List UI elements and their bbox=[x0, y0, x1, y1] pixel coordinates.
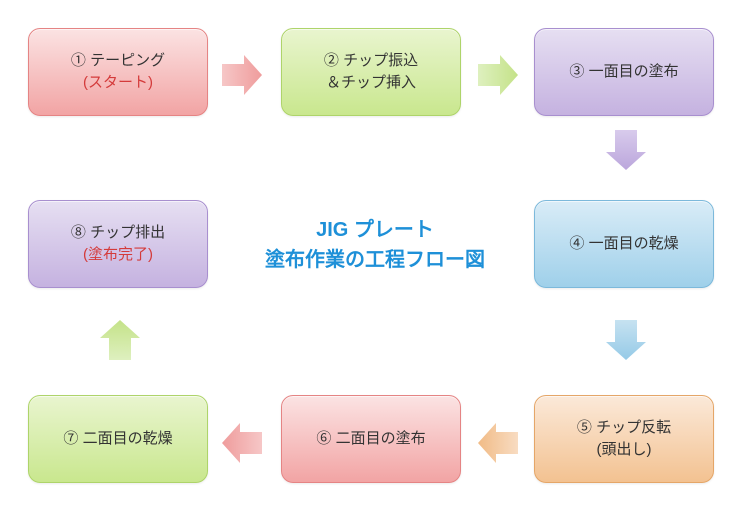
flow-node-n1: ① テーピング(スタート) bbox=[28, 28, 208, 116]
flow-node-n5-line1: ⑤ チップ反転 bbox=[577, 417, 671, 440]
flow-arrow-a3 bbox=[606, 130, 646, 170]
flow-node-n2-line2: ＆チップ挿入 bbox=[326, 72, 416, 95]
flow-arrow-a4 bbox=[606, 320, 646, 360]
diagram-title: JIG プレート塗布作業の工程フロー図 bbox=[230, 215, 520, 275]
flow-node-n4-line1: ④ 一面目の乾燥 bbox=[569, 233, 678, 256]
flow-node-n2: ② チップ振込＆チップ挿入 bbox=[281, 28, 461, 116]
flow-node-n1-line2: (スタート) bbox=[83, 72, 153, 95]
flow-node-n5: ⑤ チップ反転(頭出し) bbox=[534, 395, 714, 483]
flow-arrow-a5 bbox=[478, 423, 518, 463]
flow-node-n1-line1: ① テーピング bbox=[71, 50, 165, 73]
flow-arrow-a1 bbox=[222, 55, 262, 95]
flow-node-n8-line1: ⑧ チップ排出 bbox=[71, 222, 165, 245]
flow-arrow-a6 bbox=[222, 423, 262, 463]
flow-node-n8: ⑧ チップ排出(塗布完了) bbox=[28, 200, 208, 288]
flow-node-n2-line1: ② チップ振込 bbox=[324, 50, 418, 73]
title-line2: 塗布作業の工程フロー図 bbox=[230, 245, 520, 275]
flow-node-n8-line2: (塗布完了) bbox=[83, 244, 153, 267]
flow-node-n6-line1: ⑥ 二面目の塗布 bbox=[316, 428, 425, 451]
flow-node-n3-line1: ③ 一面目の塗布 bbox=[569, 61, 678, 84]
flow-node-n5-line2: (頭出し) bbox=[597, 439, 652, 462]
flow-arrow-a7 bbox=[100, 320, 140, 360]
flow-node-n6: ⑥ 二面目の塗布 bbox=[281, 395, 461, 483]
title-line1: JIG プレート bbox=[230, 215, 520, 245]
flow-arrow-a2 bbox=[478, 55, 518, 95]
flow-node-n3: ③ 一面目の塗布 bbox=[534, 28, 714, 116]
flow-node-n7-line1: ⑦ 二面目の乾燥 bbox=[63, 428, 172, 451]
flow-node-n4: ④ 一面目の乾燥 bbox=[534, 200, 714, 288]
flow-node-n7: ⑦ 二面目の乾燥 bbox=[28, 395, 208, 483]
